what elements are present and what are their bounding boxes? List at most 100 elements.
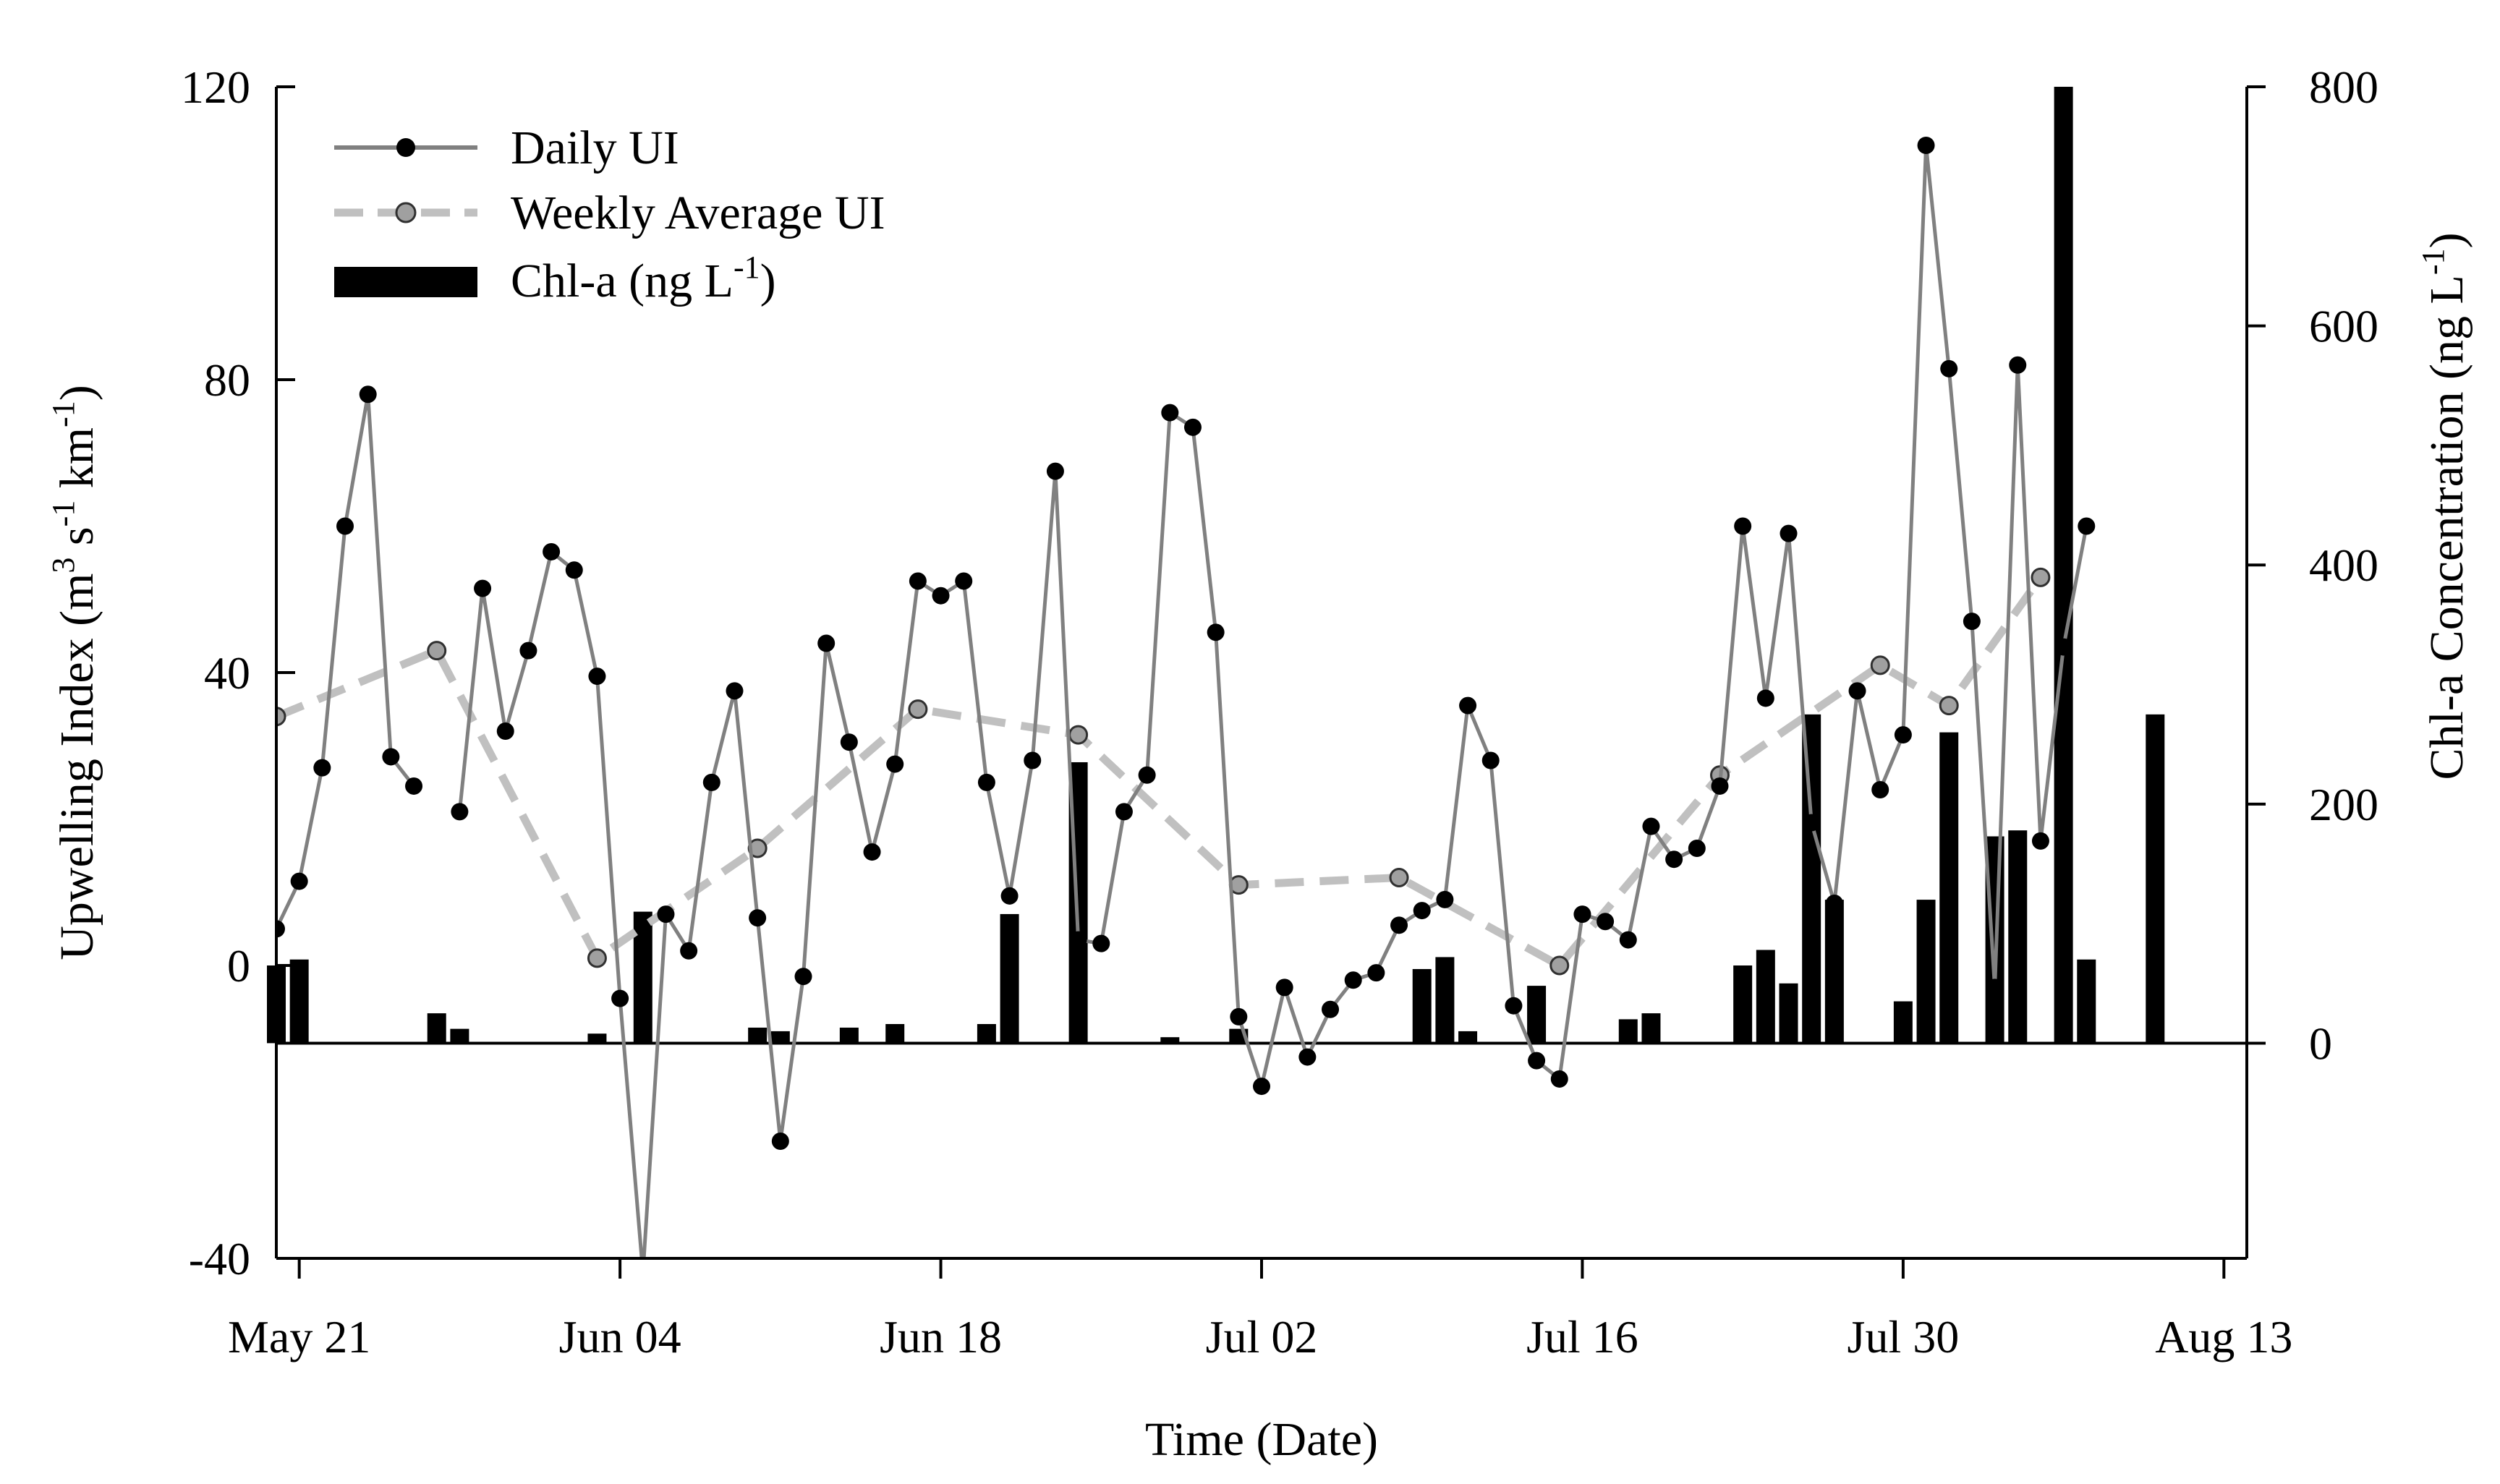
- daily-ui-point: [794, 968, 812, 986]
- daily-ui-point: [1207, 623, 1225, 641]
- daily-ui-point: [771, 1133, 789, 1150]
- daily-ui-point: [382, 748, 400, 766]
- daily-ui-point: [955, 572, 973, 590]
- daily-ui-point: [657, 905, 675, 924]
- chla-bar: [1160, 1037, 1180, 1044]
- chla-bar: [1916, 900, 1936, 1044]
- daily-ui-point: [290, 872, 308, 890]
- daily-ui-point: [588, 668, 606, 686]
- chla-bar: [1527, 986, 1547, 1044]
- x-tick-label: Jul 16: [1526, 1311, 1638, 1363]
- weekly-average-point: [1870, 655, 1890, 675]
- chla-bar: [1824, 900, 1844, 1044]
- chla-bar: [1733, 965, 1753, 1044]
- left-axis-title-sup: 3: [46, 558, 81, 573]
- daily-ui-point: [840, 733, 858, 751]
- daily-ui-point: [1917, 137, 1935, 154]
- daily-ui-point: [863, 843, 881, 861]
- daily-ui-point: [1642, 817, 1660, 835]
- daily-ui-point: [1848, 682, 1866, 700]
- legend-item-chla: Chl-a (ng L-1): [334, 250, 776, 307]
- chla-bar: [1802, 714, 1821, 1044]
- daily-ui-point: [1115, 803, 1133, 821]
- daily-ui-point: [405, 777, 423, 795]
- chla-bar: [885, 1024, 905, 1044]
- weekly-average-point: [1549, 955, 1570, 976]
- daily-ui-point: [1894, 726, 1912, 744]
- right-tick-label: 800: [2309, 61, 2378, 113]
- daily-ui-point: [1322, 1000, 1340, 1018]
- chla-bar: [2077, 959, 2096, 1044]
- weekly-average-point: [587, 948, 607, 968]
- legend-label-weekly-average: Weekly Average UI: [511, 187, 885, 239]
- chla-bar: [427, 1013, 446, 1044]
- x-tick-label: May 21: [228, 1311, 370, 1363]
- left-axis-title: Upwelling Index (m3 s-1 km-1): [46, 385, 103, 960]
- legend-weekly-marker-icon: [395, 202, 417, 223]
- daily-ui-point: [519, 641, 537, 660]
- weekly-average-point: [908, 699, 928, 720]
- x-axis-title: Time (Date): [1145, 1413, 1378, 1466]
- daily-ui-point: [1092, 934, 1110, 952]
- x-tick-label: Jun 18: [880, 1311, 1002, 1363]
- daily-ui-point: [451, 803, 469, 821]
- chla-bar: [1435, 957, 1455, 1044]
- daily-ui-line: [457, 143, 2088, 1258]
- daily-ui-point: [1803, 814, 1821, 832]
- daily-ui-point: [932, 587, 950, 605]
- right-axis-ticks: 0 200 400 600 800: [2247, 61, 2378, 1069]
- legend-chla-bar-icon: [334, 267, 477, 297]
- daily-ui-point: [886, 755, 904, 773]
- chla-bar: [839, 1027, 859, 1044]
- daily-ui-point: [359, 385, 377, 404]
- daily-ui-point: [611, 989, 629, 1007]
- legend: Daily UI Weekly Average UI Chl-a (ng L-1…: [334, 121, 885, 307]
- legend-label-chla: Chl-a (ng L-1): [511, 250, 776, 307]
- daily-ui-point: [1665, 850, 1683, 869]
- chla-bar: [1641, 1013, 1661, 1044]
- daily-ui-point: [1505, 997, 1523, 1015]
- daily-ui-point: [1780, 524, 1798, 542]
- daily-ui-point: [2078, 517, 2096, 535]
- chla-bar: [2008, 830, 2028, 1044]
- daily-ui-point: [1940, 359, 1958, 378]
- daily-ui-point: [1230, 1007, 1248, 1025]
- chla-bar: [450, 1028, 469, 1044]
- chla-bar: [1756, 950, 1775, 1044]
- right-axis-title: Chl-a Concentration (ng L-1): [2415, 233, 2473, 780]
- daily-ui-point: [1573, 905, 1591, 924]
- legend-item-daily-ui: Daily UI: [334, 121, 679, 174]
- daily-ui-point: [1688, 840, 1706, 857]
- daily-ui-point: [977, 773, 995, 791]
- daily-ui-point: [1481, 751, 1500, 769]
- left-axis-ticks: -40 0 40 80 120: [181, 61, 295, 1284]
- daily-ui-point: [749, 909, 767, 927]
- daily-ui-point: [1183, 418, 1202, 436]
- daily-ui-point: [726, 682, 744, 700]
- x-tick-label: Aug 13: [2155, 1311, 2292, 1363]
- left-tick-label: 80: [204, 354, 250, 406]
- daily-ui-series: [276, 137, 2096, 1258]
- chla-bar: [1412, 968, 1432, 1044]
- legend-item-weekly-average: Weekly Average UI: [334, 187, 885, 239]
- chla-bar: [587, 1033, 607, 1044]
- chla-bar: [289, 959, 309, 1044]
- daily-ui-point: [1436, 890, 1454, 908]
- daily-ui-point: [1596, 913, 1615, 931]
- weekly-average-point: [1389, 868, 1409, 887]
- chla-bar: [1939, 732, 1959, 1044]
- daily-ui-point: [1825, 894, 1843, 912]
- daily-ui-line: [276, 392, 416, 930]
- left-tick-label: -40: [189, 1233, 250, 1284]
- weekly-average-point: [2031, 567, 2051, 587]
- chla-bar: [2054, 87, 2073, 1044]
- daily-ui-point: [1298, 1048, 1317, 1066]
- weekly-average-point: [427, 641, 447, 661]
- daily-ui-point: [1986, 978, 2004, 997]
- right-tick-label: 0: [2309, 1018, 2332, 1069]
- daily-ui-point: [1871, 781, 1889, 798]
- daily-ui-point: [1253, 1078, 1270, 1096]
- chla-bar: [633, 911, 652, 1044]
- daily-ui-point: [1711, 777, 1729, 795]
